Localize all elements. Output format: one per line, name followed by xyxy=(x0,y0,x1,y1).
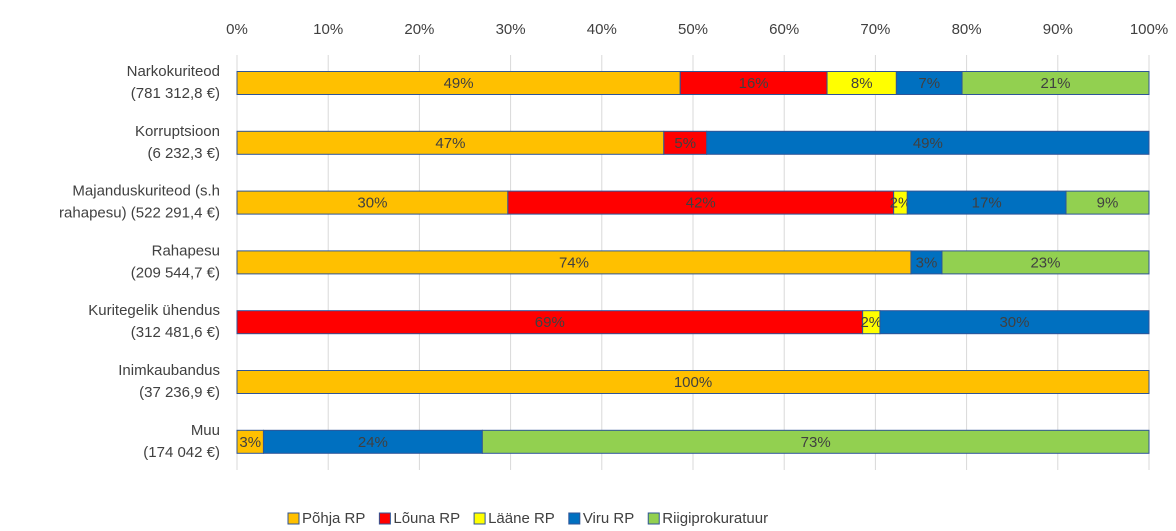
data-label: 17% xyxy=(972,195,1002,212)
category-label: Narkokuriteod xyxy=(127,63,220,80)
data-label: 3% xyxy=(239,434,261,451)
legend-swatch xyxy=(378,512,391,525)
legend-swatch xyxy=(473,512,486,525)
category-label: (174 042 €) xyxy=(143,444,220,461)
category-label: Korruptsioon xyxy=(135,123,220,140)
legend-swatch xyxy=(647,512,660,525)
category-label: (6 232,3 €) xyxy=(147,145,220,162)
data-label: 7% xyxy=(918,75,940,92)
x-tick-label: 0% xyxy=(226,21,248,38)
data-label: 30% xyxy=(999,314,1029,331)
x-tick-label: 30% xyxy=(496,21,526,38)
category-label: Inimkaubandus xyxy=(118,362,220,379)
data-label: 2% xyxy=(860,314,882,331)
x-tick-label: 20% xyxy=(404,21,434,38)
data-label: 47% xyxy=(435,135,465,152)
data-label: 23% xyxy=(1030,254,1060,271)
legend-swatch xyxy=(287,512,300,525)
x-tick-label: 60% xyxy=(769,21,799,38)
data-label: 24% xyxy=(358,434,388,451)
data-label: 49% xyxy=(444,75,474,92)
bar-segment xyxy=(879,310,1150,335)
data-label: 21% xyxy=(1041,75,1071,92)
data-label: 49% xyxy=(913,135,943,152)
legend-swatch xyxy=(568,512,581,525)
x-tick-label: 90% xyxy=(1043,21,1073,38)
data-label: 2% xyxy=(890,195,912,212)
category-label: Muu xyxy=(191,422,220,439)
legend-label: Lõuna RP xyxy=(393,510,460,527)
bar-segment xyxy=(1065,190,1150,215)
bar-segment xyxy=(706,130,1150,155)
category-label: (312 481,6 €) xyxy=(131,324,220,341)
bar-segment xyxy=(481,429,1150,454)
data-label: 30% xyxy=(357,195,387,212)
x-tick-label: 50% xyxy=(678,21,708,38)
data-label: 100% xyxy=(674,374,712,391)
data-label: 74% xyxy=(559,254,589,271)
data-label: 42% xyxy=(686,195,716,212)
category-label: Rahapesu xyxy=(152,242,220,259)
category-label: (37 236,9 €) xyxy=(139,384,220,401)
legend-label: Põhja RP xyxy=(302,510,365,527)
category-label: rahapesu) (522 291,4 €) xyxy=(59,205,220,222)
data-label: 69% xyxy=(535,314,565,331)
data-label: 73% xyxy=(801,434,831,451)
x-tick-label: 80% xyxy=(952,21,982,38)
data-label: 8% xyxy=(851,75,873,92)
data-label: 9% xyxy=(1097,195,1119,212)
legend-label: Lääne RP xyxy=(488,510,555,527)
category-label: Kuritegelik ühendus xyxy=(88,302,220,319)
data-label: 16% xyxy=(739,75,769,92)
legend-label: Viru RP xyxy=(583,510,634,527)
data-label: 5% xyxy=(674,135,696,152)
category-label: (209 544,7 €) xyxy=(131,264,220,281)
category-label: Majanduskuriteod (s.h xyxy=(72,183,220,200)
bar-segment xyxy=(961,71,1150,95)
x-tick-label: 10% xyxy=(313,21,343,38)
x-tick-label: 40% xyxy=(587,21,617,38)
x-tick-label: 100% xyxy=(1130,21,1168,38)
data-label: 3% xyxy=(916,254,938,271)
bar-segment xyxy=(941,250,1150,275)
legend-label: Riigiprokuratuur xyxy=(662,510,768,527)
category-label: (781 312,8 €) xyxy=(131,85,220,102)
bar-segment xyxy=(236,370,1150,394)
x-tick-label: 70% xyxy=(860,21,890,38)
